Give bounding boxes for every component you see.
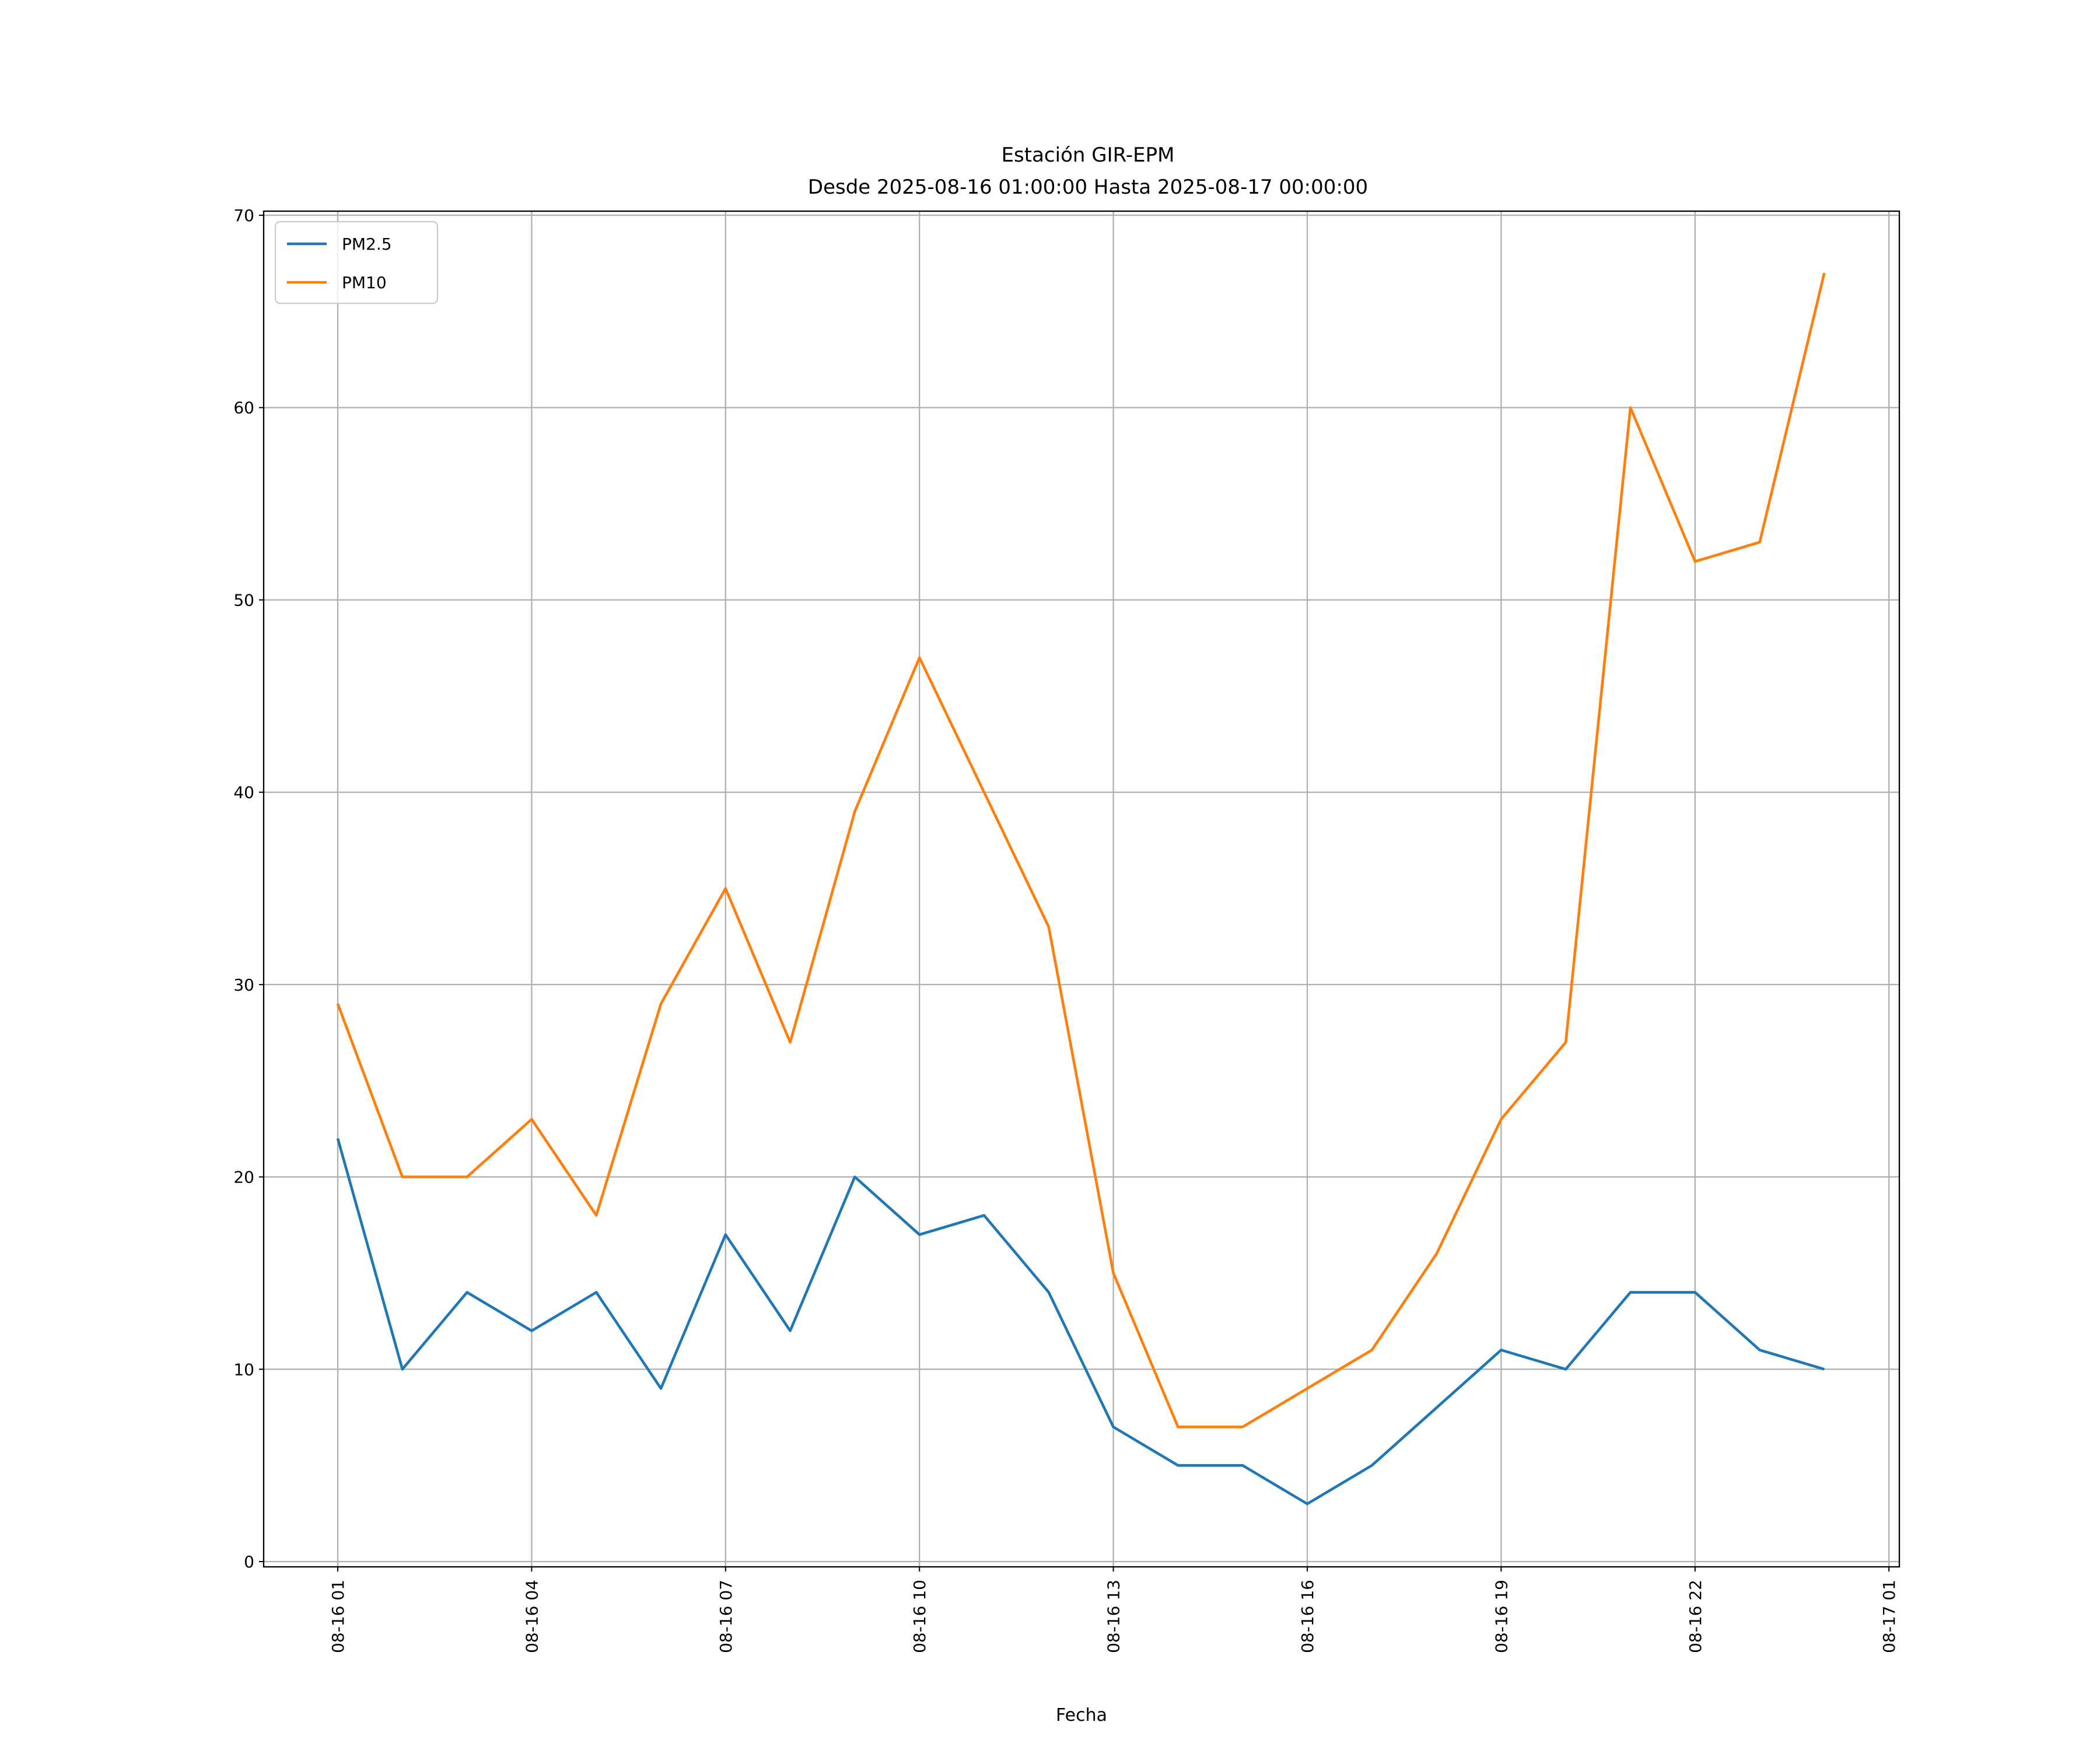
x-tick-label: 08-16 04 bbox=[522, 1580, 541, 1653]
x-axis: 08-16 01 08-16 04 08-16 07 08-16 10 08-16 13… bbox=[328, 1567, 1899, 1653]
y-tick-label: 10 bbox=[233, 1360, 254, 1379]
series-line-pm10 bbox=[336, 272, 1826, 1429]
legend: PM2.5 PM10 bbox=[274, 220, 439, 304]
series-line-pm25 bbox=[336, 1138, 1825, 1506]
y-axis: 0 10 20 30 40 50 60 70 bbox=[233, 206, 264, 1572]
x-tick-label: 08-16 10 bbox=[910, 1580, 929, 1653]
y-tick-label: 70 bbox=[233, 206, 254, 225]
x-tick-label: 08-16 01 bbox=[328, 1580, 348, 1653]
x-axis-label: Fecha bbox=[1056, 1705, 1107, 1726]
y-tick-label: 0 bbox=[244, 1552, 254, 1572]
x-tick-label: 08-16 22 bbox=[1686, 1580, 1705, 1653]
legend-label: PM10 bbox=[342, 273, 387, 292]
x-tick-label: 08-17 01 bbox=[1880, 1580, 1899, 1653]
grid-lines bbox=[264, 211, 1899, 1567]
legend-label: PM2.5 bbox=[342, 235, 392, 254]
x-tick-label: 08-16 19 bbox=[1492, 1580, 1511, 1653]
y-tick-label: 50 bbox=[233, 590, 254, 610]
chart-title: Estación GIR-EPM bbox=[1002, 144, 1175, 167]
x-tick-label: 08-16 16 bbox=[1298, 1580, 1317, 1653]
x-tick-label: 08-16 13 bbox=[1104, 1580, 1124, 1653]
series-lines bbox=[336, 272, 1826, 1506]
chart-subtitle: Desde 2025-08-16 01:00:00 Hasta 2025-08-… bbox=[808, 176, 1368, 199]
y-tick-label: 40 bbox=[233, 783, 254, 802]
x-tick-label: 08-16 07 bbox=[716, 1580, 736, 1653]
y-tick-label: 60 bbox=[233, 398, 254, 418]
y-tick-label: 30 bbox=[233, 975, 254, 995]
plot-frame bbox=[262, 210, 1901, 1568]
y-tick-label: 20 bbox=[233, 1168, 254, 1187]
